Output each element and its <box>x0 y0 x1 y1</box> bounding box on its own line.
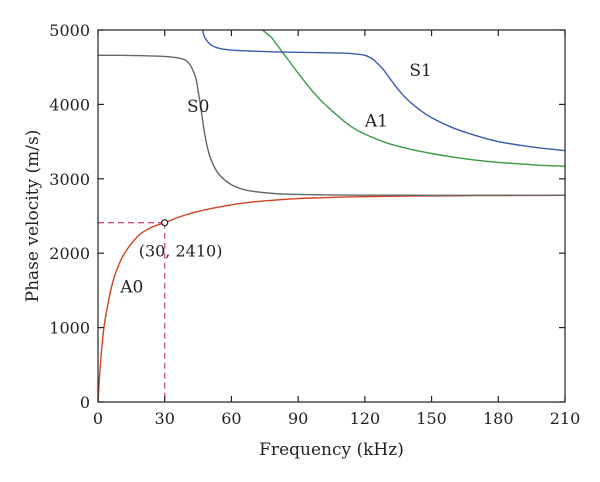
plot-area-frame <box>97 29 566 403</box>
x-tick-label: 90 <box>288 409 308 428</box>
x-tick-label: 120 <box>350 409 381 428</box>
series-label-s1: S1 <box>409 61 431 81</box>
x-tick-label: 30 <box>155 409 175 428</box>
x-tick-label: 210 <box>550 409 581 428</box>
axis-ticks: 0 30 60 90 120 150 180 210 0 1000 2000 3000 4000 5000 <box>49 21 580 428</box>
x-tick-label: 0 <box>93 409 103 428</box>
series-label-a0: A0 <box>119 278 143 298</box>
series-label-s0: S0 <box>187 97 209 117</box>
series-labels: A0 S0 A1 S1 <box>119 61 432 298</box>
series-line-a1 <box>262 30 565 167</box>
x-tick-label: 150 <box>416 409 447 428</box>
y-tick-label: 2000 <box>49 244 90 263</box>
y-axis-title: Phase velocity (m/s) <box>23 130 43 303</box>
series-line-s0 <box>98 54 565 197</box>
annotation-label: (30, 2410) <box>139 242 223 261</box>
annotation-group: (30, 2410) <box>98 219 223 402</box>
y-tick-label: 0 <box>80 393 90 412</box>
series-line-a0 <box>98 194 565 402</box>
series-group <box>98 30 565 402</box>
y-tick-label: 5000 <box>49 21 90 40</box>
annotation-point-marker <box>161 219 169 227</box>
x-tick-label: 60 <box>221 409 241 428</box>
series-label-a1: A1 <box>364 112 388 132</box>
y-tick-label: 4000 <box>49 95 90 114</box>
series-line-s1 <box>201 30 565 152</box>
y-tick-label: 1000 <box>49 319 90 338</box>
x-tick-label: 180 <box>483 409 514 428</box>
x-axis-title: Frequency (kHz) <box>259 440 404 460</box>
y-tick-label: 3000 <box>49 170 90 189</box>
